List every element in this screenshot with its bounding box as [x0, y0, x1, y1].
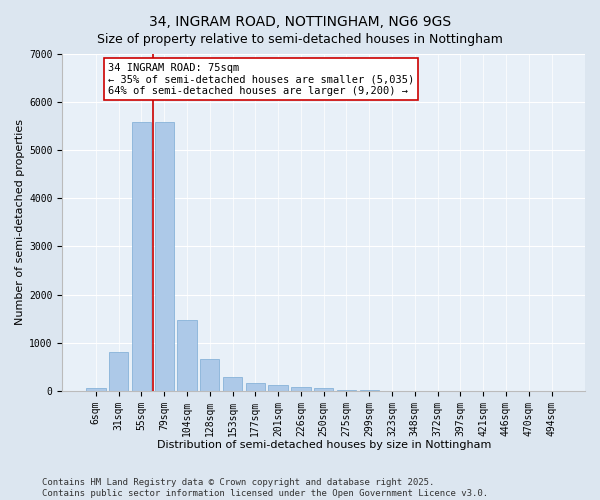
Bar [132, 122, 151, 391]
X-axis label: Distribution of semi-detached houses by size in Nottingham: Distribution of semi-detached houses by … [157, 440, 491, 450]
Bar [200, 359, 220, 391]
Bar [268, 386, 288, 391]
Bar [86, 388, 106, 391]
Bar [223, 377, 242, 391]
Text: 34 INGRAM ROAD: 75sqm
← 35% of semi-detached houses are smaller (5,035)
64% of s: 34 INGRAM ROAD: 75sqm ← 35% of semi-deta… [107, 62, 414, 96]
Y-axis label: Number of semi-detached properties: Number of semi-detached properties [15, 120, 25, 326]
Bar [109, 352, 128, 391]
Bar [291, 388, 311, 391]
Bar [337, 390, 356, 391]
Bar [314, 388, 334, 391]
Text: Size of property relative to semi-detached houses in Nottingham: Size of property relative to semi-detach… [97, 32, 503, 46]
Bar [245, 384, 265, 391]
Text: 34, INGRAM ROAD, NOTTINGHAM, NG6 9GS: 34, INGRAM ROAD, NOTTINGHAM, NG6 9GS [149, 15, 451, 29]
Bar [177, 320, 197, 391]
Text: Contains HM Land Registry data © Crown copyright and database right 2025.
Contai: Contains HM Land Registry data © Crown c… [42, 478, 488, 498]
Bar [155, 122, 174, 391]
